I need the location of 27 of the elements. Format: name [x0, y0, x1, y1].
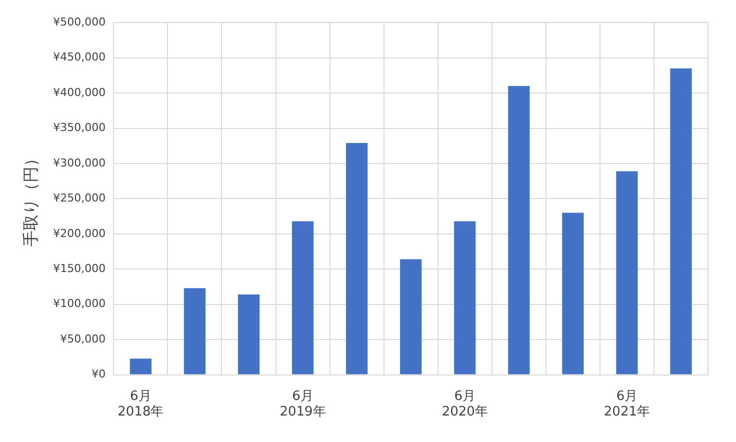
bar — [238, 294, 260, 374]
bar — [670, 68, 692, 374]
bar — [292, 221, 314, 374]
y-tick-label: ¥150,000 — [53, 262, 106, 275]
bar — [562, 212, 584, 374]
y-tick-label: ¥450,000 — [53, 50, 106, 64]
y-axis-title: 手取り（円） — [20, 150, 40, 247]
x-tick-label: 6月 2018年 — [118, 388, 164, 420]
y-tick-label: ¥50,000 — [60, 332, 106, 346]
bar — [508, 86, 530, 374]
bar — [184, 288, 206, 374]
bar — [454, 221, 476, 374]
y-tick-label: ¥200,000 — [53, 226, 106, 240]
bar — [346, 143, 368, 374]
y-tick-label: ¥250,000 — [53, 192, 106, 205]
y-tick-label: ¥400,000 — [53, 86, 106, 99]
x-tick-label: 6月 2020年 — [442, 388, 488, 420]
y-tick-label: ¥350,000 — [53, 121, 106, 134]
y-tick-label: ¥100,000 — [53, 297, 106, 310]
y-tick-label: ¥300,000 — [53, 156, 106, 170]
bar — [130, 358, 152, 374]
y-tick-label: ¥0 — [92, 368, 106, 381]
x-tick-label: 6月 2019年 — [280, 388, 326, 420]
bar — [616, 171, 638, 374]
x-tick-label: 6月 2021年 — [604, 388, 650, 420]
bar — [400, 259, 422, 374]
y-tick-label: ¥500,000 — [53, 15, 106, 28]
